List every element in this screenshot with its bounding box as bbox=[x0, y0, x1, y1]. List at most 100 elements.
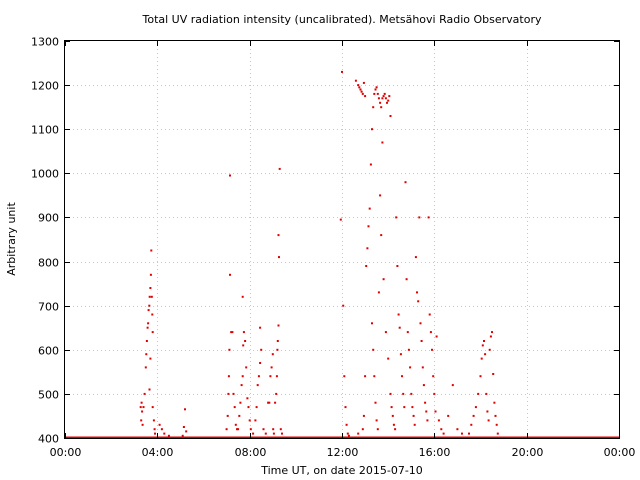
data-point bbox=[154, 432, 156, 435]
data-point bbox=[417, 300, 420, 303]
y-axis-label: Arbitrary unit bbox=[5, 202, 18, 276]
data-point bbox=[399, 353, 402, 356]
data-point bbox=[483, 340, 485, 342]
data-point bbox=[407, 348, 410, 351]
data-point bbox=[484, 353, 487, 356]
x-tick-labels: 00:00 04:00 08:00 12:00 16:00 20:00 00:00 bbox=[50, 446, 636, 459]
data-point bbox=[381, 141, 384, 144]
data-point bbox=[260, 348, 263, 351]
data-point bbox=[357, 432, 360, 435]
data-point bbox=[229, 174, 231, 177]
data-point bbox=[380, 234, 383, 237]
x-tick-label: 04:00 bbox=[142, 446, 174, 459]
data-point bbox=[272, 428, 275, 431]
data-point bbox=[255, 406, 258, 409]
data-point bbox=[140, 419, 143, 422]
data-point bbox=[472, 414, 475, 417]
data-point bbox=[344, 406, 347, 409]
data-point bbox=[257, 375, 260, 378]
data-point bbox=[227, 375, 230, 378]
data-point bbox=[345, 423, 348, 426]
data-point bbox=[477, 392, 480, 395]
data-point bbox=[240, 384, 243, 387]
data-point bbox=[481, 344, 484, 347]
data-point bbox=[242, 344, 245, 347]
data-point bbox=[339, 218, 342, 221]
data-point bbox=[424, 401, 427, 404]
data-point bbox=[256, 384, 259, 387]
data-point bbox=[276, 348, 279, 351]
y-tick-label: 500 bbox=[38, 389, 59, 402]
data-point bbox=[152, 419, 155, 422]
data-point bbox=[147, 309, 150, 312]
data-point bbox=[267, 401, 270, 404]
data-point bbox=[228, 348, 231, 351]
data-point bbox=[362, 81, 365, 84]
data-point bbox=[398, 326, 401, 329]
data-point bbox=[402, 392, 405, 395]
data-point bbox=[474, 406, 477, 409]
data-point bbox=[242, 331, 245, 334]
data-point bbox=[245, 366, 248, 369]
data-point bbox=[149, 357, 152, 360]
data-point bbox=[409, 366, 412, 369]
data-point bbox=[426, 419, 429, 422]
y-tick-label: 700 bbox=[38, 301, 59, 314]
data-point bbox=[153, 428, 156, 431]
data-point bbox=[406, 331, 409, 334]
y-tick-label: 1000 bbox=[31, 168, 59, 181]
data-point bbox=[184, 408, 186, 411]
data-point bbox=[232, 392, 235, 395]
data-point bbox=[139, 406, 142, 409]
data-point bbox=[269, 375, 272, 378]
data-point bbox=[495, 423, 498, 426]
y-tick-label: 800 bbox=[38, 257, 59, 270]
data-point bbox=[364, 95, 367, 98]
data-point bbox=[379, 101, 382, 104]
data-point bbox=[395, 216, 398, 219]
x-tick-label: 16:00 bbox=[419, 446, 451, 459]
data-point bbox=[384, 97, 387, 100]
data-point bbox=[480, 357, 483, 360]
data-point bbox=[279, 428, 282, 431]
data-point bbox=[496, 432, 499, 435]
data-point bbox=[381, 97, 384, 100]
x-tick-label: 20:00 bbox=[512, 446, 544, 459]
data-point bbox=[246, 397, 249, 400]
data-point bbox=[366, 247, 369, 250]
data-point bbox=[264, 432, 267, 435]
data-point bbox=[150, 295, 153, 298]
data-point bbox=[360, 90, 363, 93]
data-point bbox=[371, 128, 373, 131]
data-point bbox=[394, 428, 397, 431]
data-point bbox=[428, 313, 431, 316]
data-point bbox=[364, 375, 367, 378]
data-point bbox=[270, 366, 273, 369]
data-point bbox=[403, 406, 406, 409]
data-point bbox=[158, 423, 161, 426]
data-point bbox=[367, 225, 370, 228]
data-point bbox=[343, 375, 346, 378]
data-point bbox=[281, 432, 283, 435]
data-point bbox=[181, 434, 184, 437]
data-point bbox=[405, 278, 408, 281]
data-point bbox=[377, 97, 380, 100]
data-point bbox=[451, 384, 454, 387]
data-point bbox=[470, 423, 473, 426]
data-point bbox=[365, 265, 368, 267]
data-point bbox=[277, 234, 280, 237]
data-point bbox=[275, 392, 278, 395]
axis-ticks bbox=[65, 41, 620, 439]
data-point bbox=[278, 256, 280, 259]
data-point bbox=[442, 432, 445, 435]
x-tick-label: 00:00 bbox=[604, 446, 636, 459]
data-point bbox=[346, 432, 349, 435]
data-point bbox=[410, 392, 413, 395]
data-point bbox=[231, 331, 234, 334]
data-point bbox=[456, 428, 459, 431]
data-point bbox=[241, 295, 244, 298]
data-point bbox=[372, 106, 375, 109]
data-point bbox=[427, 216, 430, 219]
x-axis-label: Time UT, on date 2015-07-10 bbox=[260, 464, 423, 477]
y-tick-label: 1200 bbox=[31, 80, 59, 93]
